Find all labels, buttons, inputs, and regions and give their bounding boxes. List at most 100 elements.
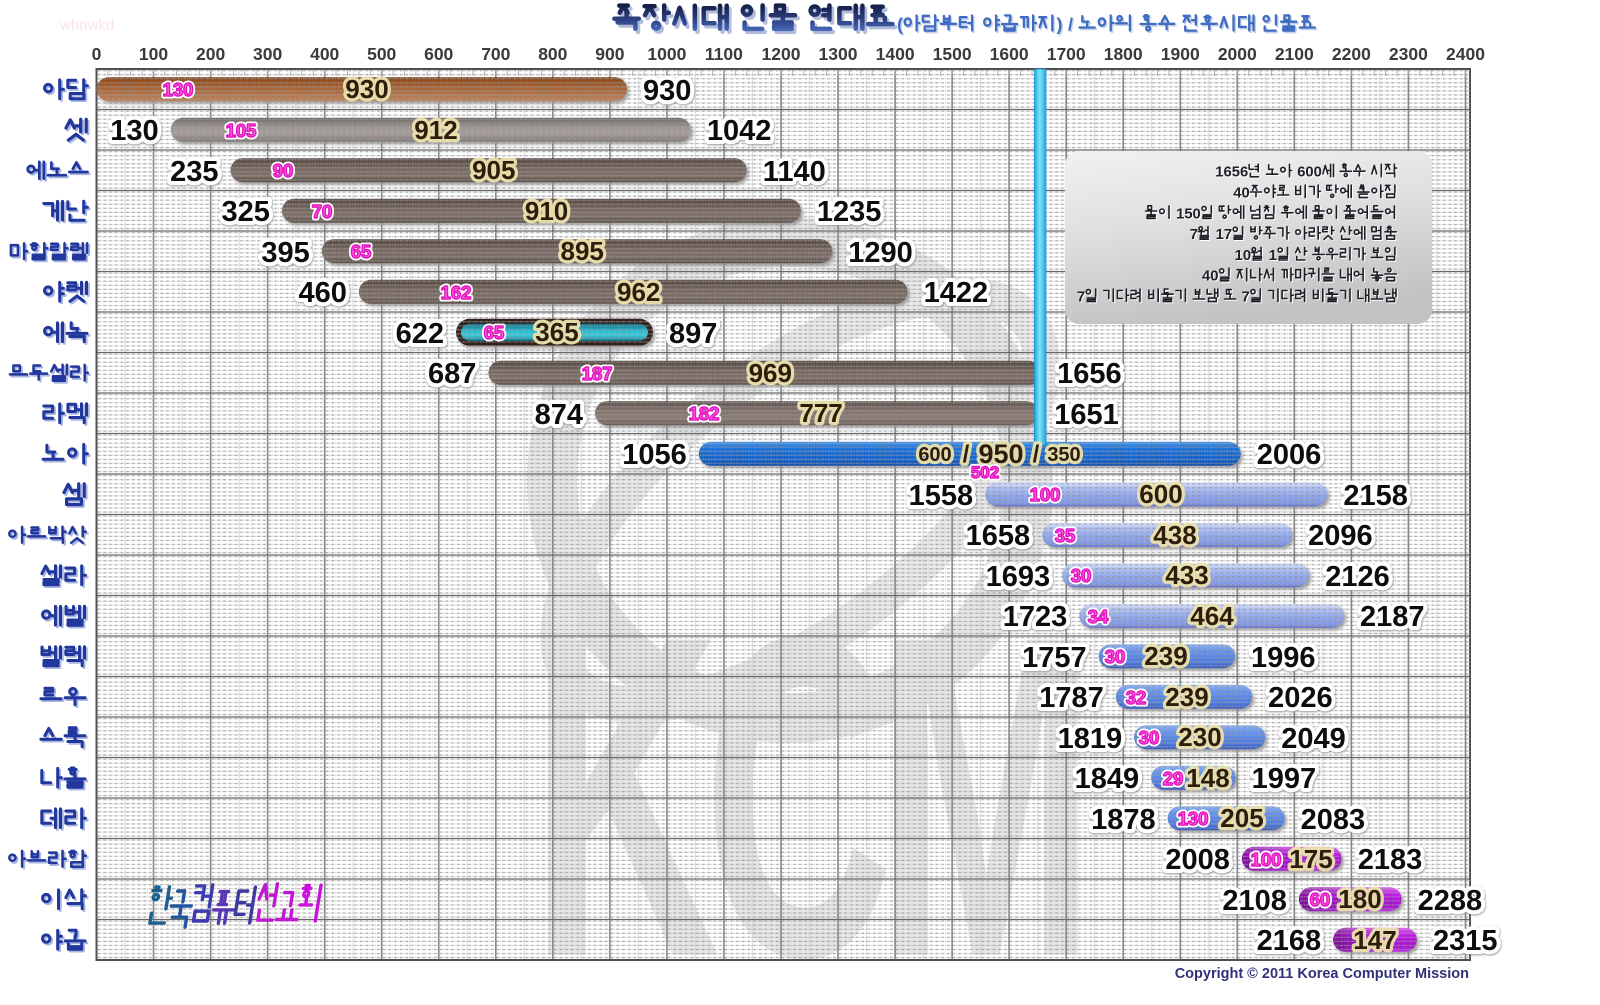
svg-text:34: 34 bbox=[1088, 606, 1109, 627]
svg-text:687: 687 bbox=[428, 358, 476, 390]
svg-text:930: 930 bbox=[643, 75, 691, 107]
svg-text:17: 17 bbox=[1216, 227, 1232, 243]
svg-text:Copyright © 2011 Korea Compute: Copyright © 2011 Korea Computer Mission bbox=[1175, 966, 1469, 982]
svg-text:969: 969 bbox=[749, 358, 792, 388]
svg-text:1787: 1787 bbox=[1039, 682, 1104, 714]
svg-text:162: 162 bbox=[441, 282, 472, 303]
svg-text:1997: 1997 bbox=[1252, 763, 1317, 795]
svg-text:10: 10 bbox=[1236, 249, 1252, 265]
svg-text:/: / bbox=[1033, 441, 1040, 468]
svg-text:1656: 1656 bbox=[1057, 358, 1122, 390]
svg-text:30: 30 bbox=[1071, 565, 1092, 586]
svg-text:1000: 1000 bbox=[647, 44, 686, 64]
svg-text:7: 7 bbox=[1078, 291, 1086, 307]
svg-text:2168: 2168 bbox=[1257, 925, 1322, 957]
svg-text:30: 30 bbox=[1139, 727, 1160, 748]
svg-text:147: 147 bbox=[1353, 925, 1396, 955]
svg-text:7: 7 bbox=[1191, 228, 1199, 244]
svg-text:2026: 2026 bbox=[1268, 682, 1333, 714]
svg-text:1757: 1757 bbox=[1022, 642, 1087, 674]
svg-text:2183: 2183 bbox=[1358, 844, 1423, 876]
svg-text:2315: 2315 bbox=[1433, 925, 1498, 957]
svg-text:1056: 1056 bbox=[622, 439, 687, 471]
svg-text:90: 90 bbox=[273, 160, 294, 181]
svg-text:2000: 2000 bbox=[1218, 44, 1257, 64]
svg-text:29: 29 bbox=[1163, 768, 1184, 789]
svg-text:175: 175 bbox=[1289, 844, 1332, 874]
svg-text:100: 100 bbox=[1030, 484, 1061, 505]
svg-text:2096: 2096 bbox=[1308, 520, 1373, 552]
svg-text:/: / bbox=[1069, 16, 1074, 36]
svg-text:600: 600 bbox=[1297, 165, 1322, 181]
svg-text:1656: 1656 bbox=[1057, 358, 1122, 390]
svg-text:912: 912 bbox=[414, 115, 457, 145]
svg-text:2200: 2200 bbox=[1332, 44, 1371, 64]
svg-text:65: 65 bbox=[484, 322, 505, 343]
svg-text:70: 70 bbox=[312, 201, 333, 222]
svg-text:1290: 1290 bbox=[848, 237, 913, 269]
svg-text:187: 187 bbox=[582, 363, 613, 384]
svg-text:60: 60 bbox=[1310, 889, 1331, 910]
svg-text:350: 350 bbox=[1047, 444, 1080, 466]
svg-text:897: 897 bbox=[669, 318, 717, 350]
svg-text:2288: 2288 bbox=[1418, 885, 1483, 917]
svg-text:365: 365 bbox=[535, 317, 578, 347]
svg-text:777: 777 bbox=[799, 398, 842, 428]
svg-text:205: 205 bbox=[1220, 803, 1263, 833]
svg-text:180: 180 bbox=[1338, 884, 1381, 914]
svg-text:1235: 1235 bbox=[817, 196, 882, 228]
svg-text:2288: 2288 bbox=[1418, 885, 1483, 917]
svg-text:35: 35 bbox=[1055, 525, 1076, 546]
svg-text:2008: 2008 bbox=[1165, 844, 1230, 876]
svg-text:90: 90 bbox=[273, 160, 294, 181]
svg-text:325: 325 bbox=[222, 196, 270, 228]
svg-text:2083: 2083 bbox=[1301, 804, 1366, 836]
svg-text:1600: 1600 bbox=[990, 44, 1029, 64]
svg-text:130: 130 bbox=[163, 79, 194, 100]
svg-text:1651: 1651 bbox=[1054, 399, 1119, 431]
svg-text:1693: 1693 bbox=[986, 561, 1051, 593]
svg-text:239: 239 bbox=[1165, 682, 1208, 712]
svg-text:502: 502 bbox=[971, 463, 999, 482]
svg-text:105: 105 bbox=[226, 120, 257, 141]
svg-text:150: 150 bbox=[1177, 207, 1202, 223]
svg-text:777: 777 bbox=[799, 398, 842, 428]
svg-text:930: 930 bbox=[345, 74, 388, 104]
svg-text:150: 150 bbox=[1176, 206, 1201, 222]
svg-text:29: 29 bbox=[1163, 768, 1184, 789]
svg-text:1878: 1878 bbox=[1091, 804, 1156, 836]
svg-text:350: 350 bbox=[1047, 444, 1080, 466]
svg-text:7: 7 bbox=[1242, 290, 1250, 306]
svg-text:1656: 1656 bbox=[1215, 165, 1248, 181]
svg-text:200: 200 bbox=[196, 44, 225, 64]
svg-text:60: 60 bbox=[1310, 889, 1331, 910]
svg-text:235: 235 bbox=[170, 156, 218, 188]
svg-text:895: 895 bbox=[561, 236, 604, 266]
svg-text:17: 17 bbox=[1217, 228, 1233, 244]
svg-text:/: / bbox=[963, 441, 970, 468]
svg-text:950: 950 bbox=[978, 439, 1023, 469]
svg-text:600: 600 bbox=[1139, 479, 1182, 509]
svg-text:): ) bbox=[1058, 16, 1064, 36]
svg-text:464: 464 bbox=[1190, 601, 1234, 631]
svg-text:1996: 1996 bbox=[1251, 642, 1316, 674]
svg-text:1723: 1723 bbox=[1003, 601, 1068, 633]
svg-text:910: 910 bbox=[525, 196, 568, 226]
svg-text:105: 105 bbox=[226, 120, 257, 141]
svg-text:1656: 1656 bbox=[1216, 166, 1249, 182]
svg-text:30: 30 bbox=[1139, 727, 1160, 748]
svg-text:1800: 1800 bbox=[1104, 44, 1143, 64]
svg-text:230: 230 bbox=[1178, 722, 1221, 752]
svg-text:1878: 1878 bbox=[1091, 804, 1156, 836]
svg-text:600: 600 bbox=[424, 44, 453, 64]
svg-text:10: 10 bbox=[1235, 248, 1251, 264]
svg-text:40: 40 bbox=[1202, 269, 1218, 285]
svg-text:whnwkd: whnwkd bbox=[59, 17, 114, 34]
svg-text:(: ( bbox=[897, 15, 903, 35]
svg-text:897: 897 bbox=[669, 318, 717, 350]
svg-text:1787: 1787 bbox=[1039, 682, 1104, 714]
svg-text:2083: 2083 bbox=[1301, 804, 1366, 836]
svg-text:(: ( bbox=[898, 16, 904, 36]
svg-text:325: 325 bbox=[222, 196, 270, 228]
svg-text:65: 65 bbox=[351, 241, 372, 262]
